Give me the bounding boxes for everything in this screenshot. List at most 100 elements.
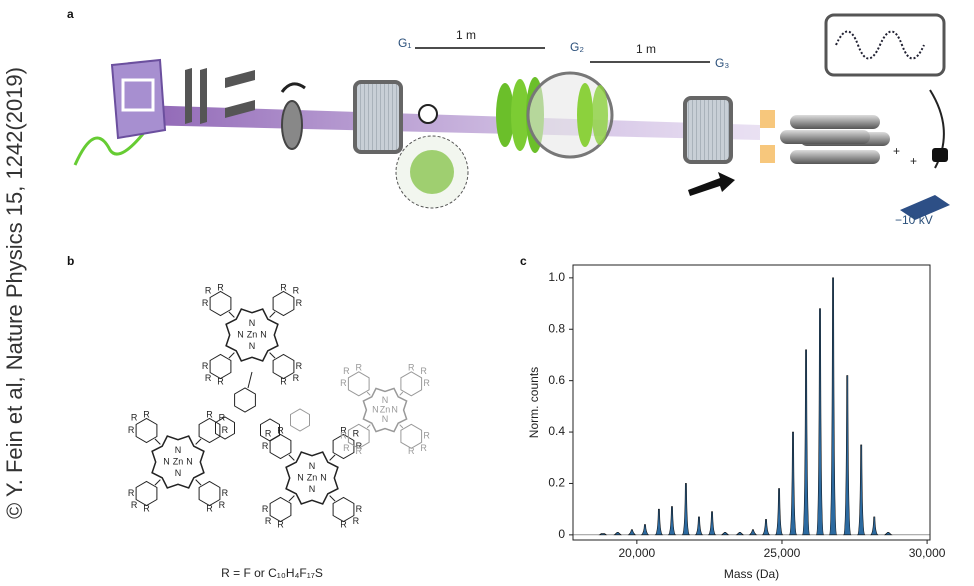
peak xyxy=(613,531,623,536)
peak xyxy=(815,308,825,536)
bond xyxy=(247,371,253,389)
ring xyxy=(272,290,295,317)
ring xyxy=(209,290,232,317)
nitrogen-label: N xyxy=(372,404,379,414)
peak xyxy=(761,519,771,536)
bond xyxy=(195,479,202,486)
nitrogen-label: N xyxy=(175,468,182,478)
nitrogen-label: N xyxy=(309,461,316,471)
y-tick-label: 0.2 xyxy=(548,476,565,490)
peak xyxy=(654,508,664,536)
substituent-label: R xyxy=(423,431,430,441)
nitrogen-label: N xyxy=(249,341,256,351)
metal-label: Zn xyxy=(173,456,184,466)
peak xyxy=(842,375,852,536)
substituent-label: R xyxy=(343,366,350,376)
nitrogen-label: N xyxy=(249,318,256,328)
substituent-label: R xyxy=(293,373,300,383)
ring xyxy=(198,480,221,507)
substituent-label: R xyxy=(340,519,347,529)
distance-label: 1 m xyxy=(636,42,656,56)
porphyrin-ring xyxy=(285,451,339,505)
bond xyxy=(228,311,235,318)
x-axis-label: Mass (Da) xyxy=(724,567,779,581)
peak xyxy=(748,529,758,536)
grating-label: G₂ xyxy=(570,40,584,54)
peak xyxy=(667,506,677,536)
plus-sign: + xyxy=(893,144,900,158)
peak xyxy=(828,277,838,536)
substituent-label: R xyxy=(343,443,350,453)
y-tick-label: 0.4 xyxy=(548,424,565,438)
substituent-label: R xyxy=(356,441,363,451)
peak xyxy=(640,524,650,536)
substituent-label: R xyxy=(219,413,226,423)
ring xyxy=(198,417,221,444)
substituent-label: R xyxy=(280,376,287,386)
panel-label: c xyxy=(520,254,527,268)
substituent-label: R xyxy=(408,363,415,373)
substituent-label: R xyxy=(217,376,224,386)
ring xyxy=(272,353,295,380)
x-tick-label: 30,000 xyxy=(909,546,946,560)
grating-label: G₁ xyxy=(398,36,411,50)
bond xyxy=(228,352,235,359)
bond xyxy=(366,424,371,429)
nitrogen-label: N xyxy=(237,329,244,339)
y-axis-label: Norm. counts xyxy=(527,367,541,438)
peak xyxy=(735,531,745,536)
bond xyxy=(399,424,404,429)
substituent-label: R xyxy=(353,429,360,439)
substituent-label: R xyxy=(206,409,213,419)
peak xyxy=(788,431,798,536)
metal-label: Zn xyxy=(247,329,258,339)
ring xyxy=(269,433,292,460)
bond xyxy=(195,438,202,445)
ring xyxy=(400,371,423,397)
plus-sign: + xyxy=(910,154,917,168)
bond xyxy=(366,391,371,396)
substituent-label: R xyxy=(423,378,430,388)
peak xyxy=(720,531,730,536)
peak xyxy=(681,483,691,536)
peak xyxy=(774,488,784,536)
substituent-label: R xyxy=(206,503,213,513)
ring xyxy=(269,496,292,523)
nitrogen-label: N xyxy=(382,414,389,424)
peak xyxy=(801,349,811,536)
nitrogen-label: N xyxy=(175,445,182,455)
nitrogen-label: N xyxy=(320,472,327,482)
substituent-label: R xyxy=(128,488,135,498)
nitrogen-label: N xyxy=(382,395,389,405)
substituent-label: R xyxy=(202,361,209,371)
panel-label: b xyxy=(67,254,74,268)
peak xyxy=(707,511,717,536)
bond xyxy=(329,454,336,461)
substituent-label: R xyxy=(131,413,138,423)
substituent-caption: R = F or C₁₀H₄F₁₇S xyxy=(221,566,323,580)
ring xyxy=(234,387,256,413)
substituent-label: R xyxy=(262,504,269,514)
setup-diagram xyxy=(73,13,950,220)
x-tick-label: 25,000 xyxy=(764,546,801,560)
bond xyxy=(288,495,295,502)
substituent-label: R xyxy=(296,361,303,371)
peak xyxy=(627,529,637,536)
ring xyxy=(135,480,158,507)
distance-label: 1 m xyxy=(456,28,476,42)
nitrogen-label: N xyxy=(260,329,267,339)
substituent-label: R xyxy=(143,503,150,513)
nitrogen-label: N xyxy=(391,404,398,414)
ring xyxy=(290,408,310,432)
y-tick-label: 0 xyxy=(558,527,565,541)
porphyrin-ring xyxy=(225,308,279,362)
substituent-label: R xyxy=(262,441,269,451)
substituent-label: R xyxy=(222,488,229,498)
plot-frame xyxy=(572,264,931,541)
substituent-label: R xyxy=(353,516,360,526)
substituent-label: R xyxy=(293,286,300,296)
porphyrin-ring xyxy=(151,435,205,489)
substituent-label: R xyxy=(205,286,212,296)
substituent-label: R xyxy=(131,500,138,510)
